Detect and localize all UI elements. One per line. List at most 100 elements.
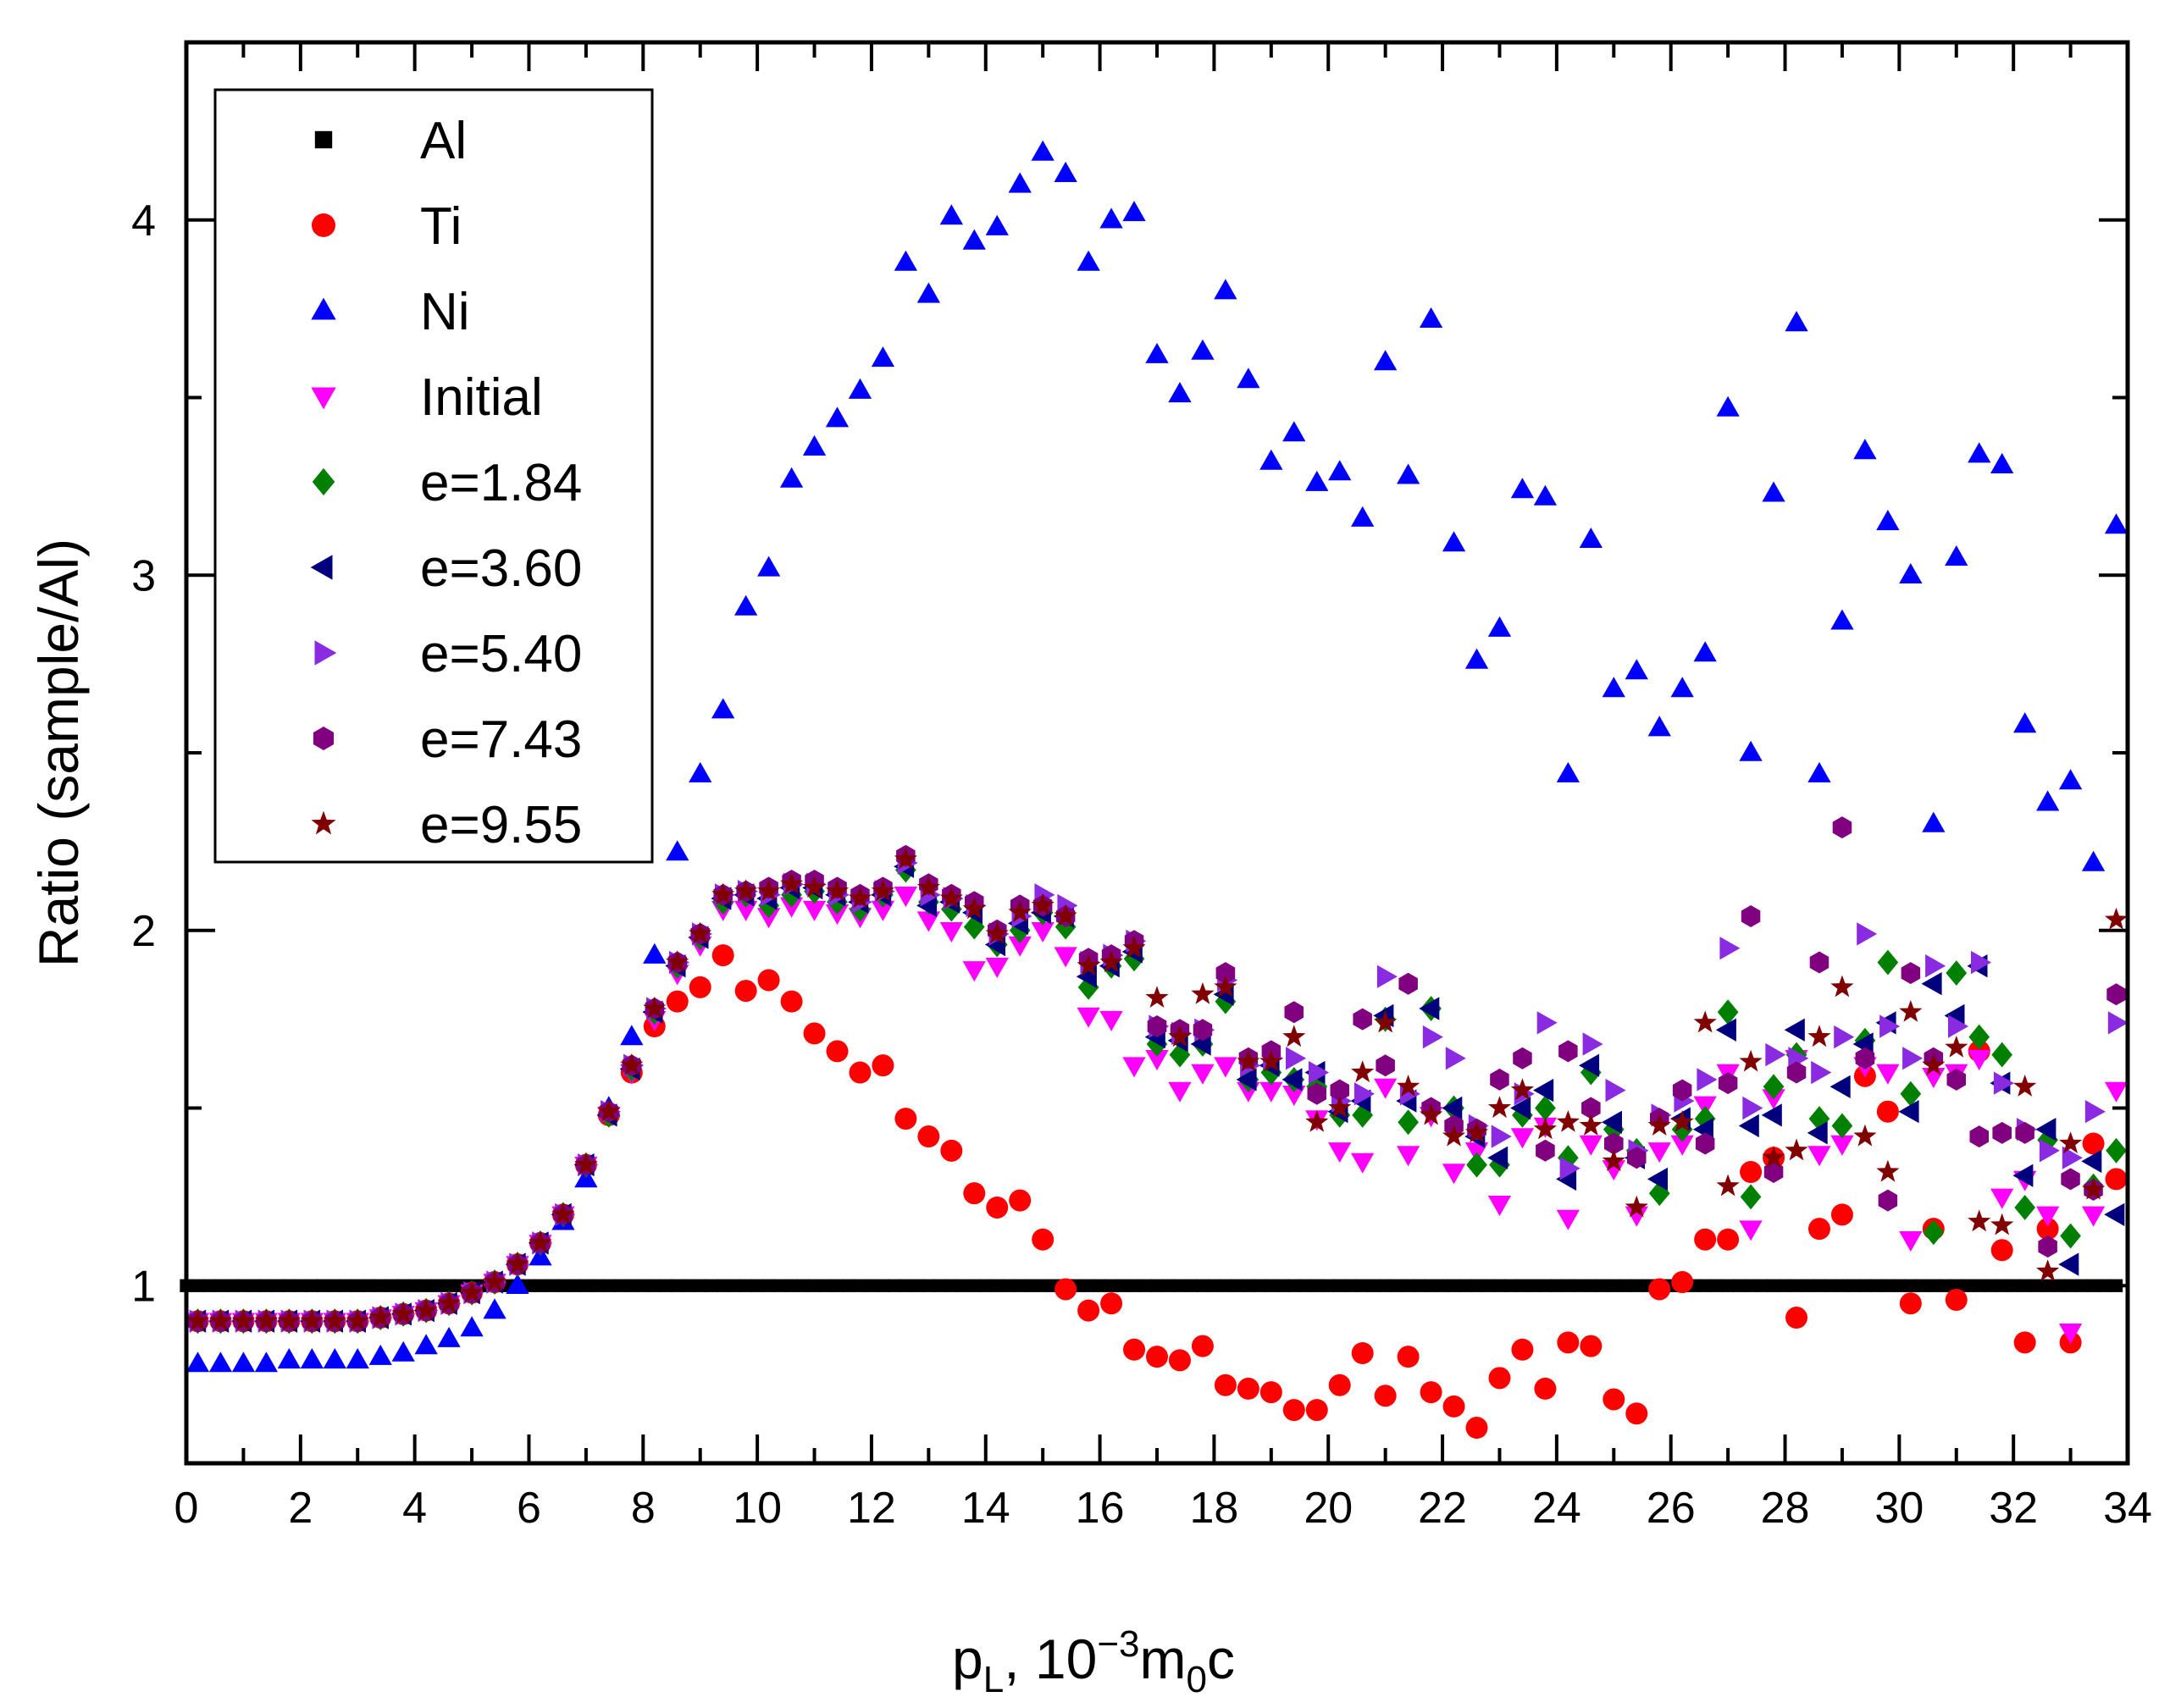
legend-label: e=1.84 [420,454,582,512]
data-point [1527,1279,1541,1292]
data-point [323,1308,346,1331]
data-point [1990,1213,2014,1235]
x-tick-label: 0 [174,1484,199,1533]
data-point [506,1274,529,1294]
data-point [2104,1081,2128,1103]
data-point [1470,1279,1484,1292]
data-point [1321,1279,1335,1292]
data-point [213,1279,228,1292]
data-point [825,879,850,902]
data-point [916,282,940,303]
data-point [848,886,872,909]
data-point [1419,997,1440,1020]
data-point [1442,1395,1465,1418]
data-point [1328,1096,1352,1119]
data-marks [180,140,2128,1440]
data-point [1579,528,1603,548]
data-point [2039,1139,2060,1163]
data-point [1785,1138,1808,1161]
data-point [1077,1299,1100,1322]
x-tick-label: 30 [1874,1484,1924,1533]
data-point [1763,1161,1784,1183]
data-point [1807,1146,1831,1167]
data-point [1785,311,1808,332]
data-point [1915,1279,1929,1292]
data-point [1695,1132,1715,1155]
data-point [1968,1024,1990,1050]
data-point [1647,1142,1671,1164]
data-point [2109,1279,2123,1292]
data-point [1351,1341,1374,1364]
data-point [300,1348,324,1369]
data-point [2040,1279,2055,1292]
data-point [1899,999,1923,1022]
data-point [1922,811,1946,832]
data-point [391,1340,415,1362]
data-point [437,1326,461,1347]
data-point [694,1279,707,1292]
data-point [1858,1279,1872,1292]
data-point [363,1279,376,1292]
data-point [2059,1131,2083,1153]
data-point [1374,1010,1398,1033]
data-point [1488,1367,1511,1390]
data-point [944,1279,958,1292]
data-point [2029,1279,2043,1292]
data-point [848,378,872,399]
data-point [1693,641,1717,662]
data-point [1807,1121,1828,1145]
data-point [1436,1279,1449,1292]
series-al [180,1279,2123,1292]
legend-label: e=3.60 [420,539,582,598]
data-point [757,879,781,902]
x-tick-label: 18 [1189,1484,1238,1533]
data-point [917,1125,940,1148]
data-point [1878,1189,1898,1212]
data-point [1990,1188,2014,1209]
x-tick-label: 8 [631,1484,656,1533]
legend-label: Ni [420,283,470,341]
data-point [1968,442,1991,463]
data-point [1876,1100,1899,1123]
data-point [1602,1149,1625,1171]
data-point [1099,207,1123,229]
data-point [939,886,963,909]
data-point [1946,960,1968,986]
data-point [1353,1082,1375,1106]
data-point [1533,1117,1557,1140]
data-point [963,1182,986,1205]
data-point [2075,1279,2089,1292]
x-tick-label: 28 [1761,1484,1810,1533]
data-point [460,1316,484,1337]
data-point [597,1099,621,1122]
data-point [1284,1001,1304,1024]
data-point [374,1279,387,1292]
data-point [208,1351,233,1373]
data-point [2036,1218,2059,1241]
data-point [1579,1053,1600,1077]
legend-label: Initial [420,368,543,427]
data-point [1697,1068,1718,1092]
data-point [643,996,667,1019]
data-point [826,1040,849,1063]
data-point [734,900,758,921]
data-point [933,1279,947,1292]
data-point [734,980,757,1003]
data-point [1671,1271,1694,1294]
data-point [1996,1279,2009,1292]
data-point [1286,1047,1307,1070]
data-point [825,406,850,428]
data-point [1445,1047,1466,1070]
data-point [1921,972,1942,996]
x-tick-label: 16 [1076,1484,1125,1533]
data-point [1397,1346,1420,1368]
data-point [1374,1385,1397,1407]
data-point [2106,983,2126,1006]
y-tick-label: 1 [131,1262,156,1311]
x-tick-label: 14 [961,1484,1010,1533]
data-point [506,1252,529,1274]
data-point [1876,1159,1900,1182]
data-point [1738,1114,1759,1138]
data-point [1627,1147,1647,1169]
data-point [1670,1110,1694,1132]
